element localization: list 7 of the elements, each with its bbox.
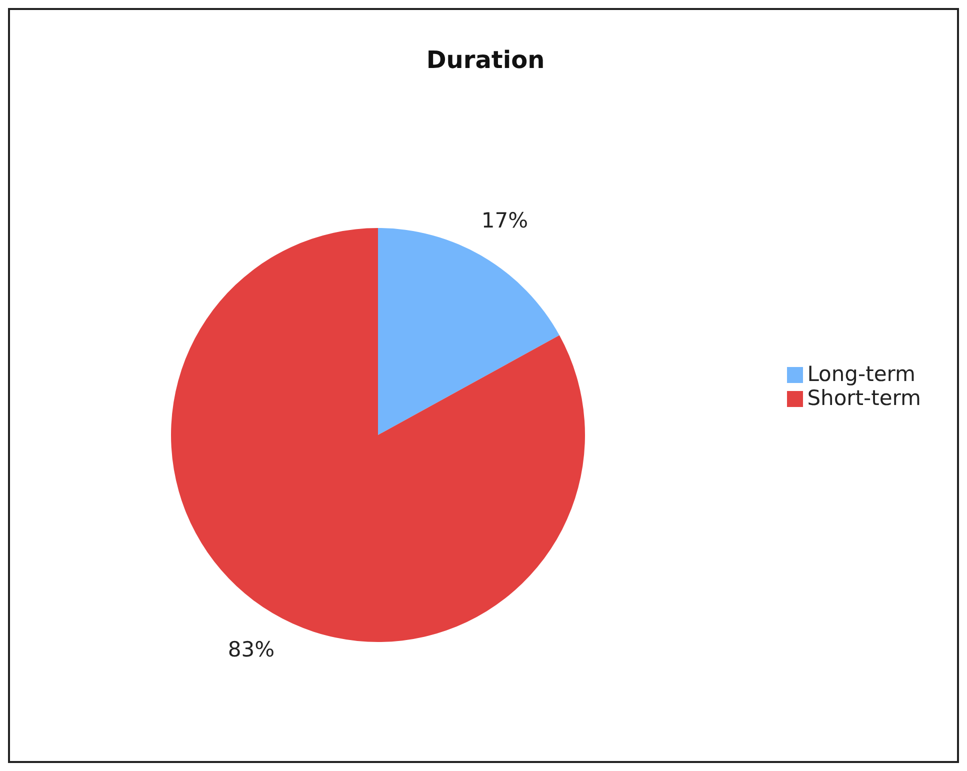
pie-slice [378, 228, 560, 435]
chart-title: Duration [425, 46, 546, 74]
data-label: 17% [481, 208, 528, 233]
pie-slice [171, 228, 585, 642]
legend-label: Short-term [807, 386, 921, 410]
legend-label: Long-term [807, 362, 916, 386]
data-label: 83% [228, 637, 275, 662]
